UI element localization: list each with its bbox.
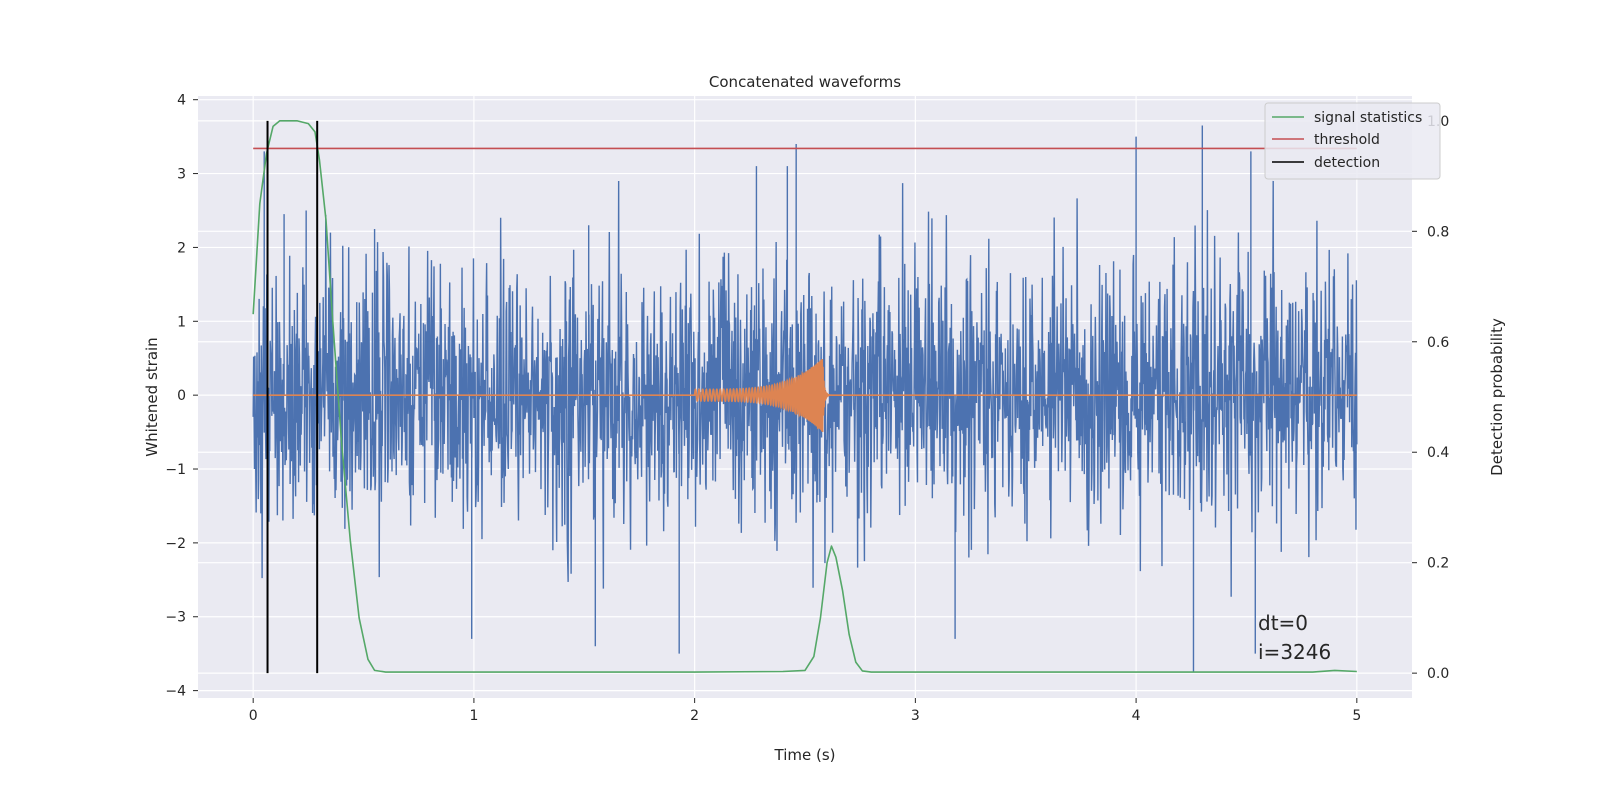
annotation-dt: dt=0 (1258, 611, 1308, 635)
y-tick-label: 0 (177, 388, 186, 404)
y2-tick-label: 0.2 (1427, 556, 1449, 572)
y-tick-label: −3 (165, 610, 186, 626)
legend-label-threshold: threshold (1314, 132, 1380, 148)
chart-title: Concatenated waveforms (709, 73, 901, 91)
y-tick-label: −1 (165, 462, 186, 478)
x-tick-label: 1 (469, 708, 478, 724)
legend-label-detection: detection (1314, 155, 1380, 171)
x-tick-label: 3 (911, 708, 920, 724)
y-tick-label: 2 (177, 240, 186, 256)
y2-tick-label: 0.6 (1427, 335, 1449, 351)
x-tick-label: 2 (690, 708, 699, 724)
x-tick-label: 0 (249, 708, 258, 724)
y2-axis-label: Detection probability (1488, 318, 1506, 476)
y-tick-label: 4 (177, 93, 186, 109)
legend: signal statistics threshold detection (1264, 102, 1441, 180)
y-tick-label: 3 (177, 167, 186, 183)
legend-label-signal-statistics: signal statistics (1314, 110, 1422, 126)
x-axis-ticks: 0 1 2 3 4 5 (249, 698, 1361, 724)
y2-tick-label: 0.4 (1427, 445, 1449, 461)
y-tick-label: −4 (165, 684, 186, 700)
y2-tick-label: 0.8 (1427, 224, 1449, 240)
y-tick-label: −2 (165, 536, 186, 552)
x-tick-label: 4 (1132, 708, 1141, 724)
y-tick-label: 1 (177, 314, 186, 330)
y2-axis-ticks: 1.00.80.60.40.20.0 (1412, 114, 1449, 682)
legend-box (1264, 102, 1441, 180)
x-axis-label: Time (s) (774, 746, 836, 764)
signal-waveform-line (253, 358, 1357, 433)
y-axis-ticks: 4 3 2 1 0 −1 −2 −3 −4 (165, 93, 198, 700)
x-tick-label: 5 (1352, 708, 1361, 724)
y-axis-label: Whitened strain (143, 337, 161, 456)
signal-statistics-line (252, 120, 1357, 673)
series-layer (252, 120, 1358, 674)
y2-tick-label: 0.0 (1427, 666, 1449, 682)
annotation-i: i=3246 (1258, 640, 1331, 664)
